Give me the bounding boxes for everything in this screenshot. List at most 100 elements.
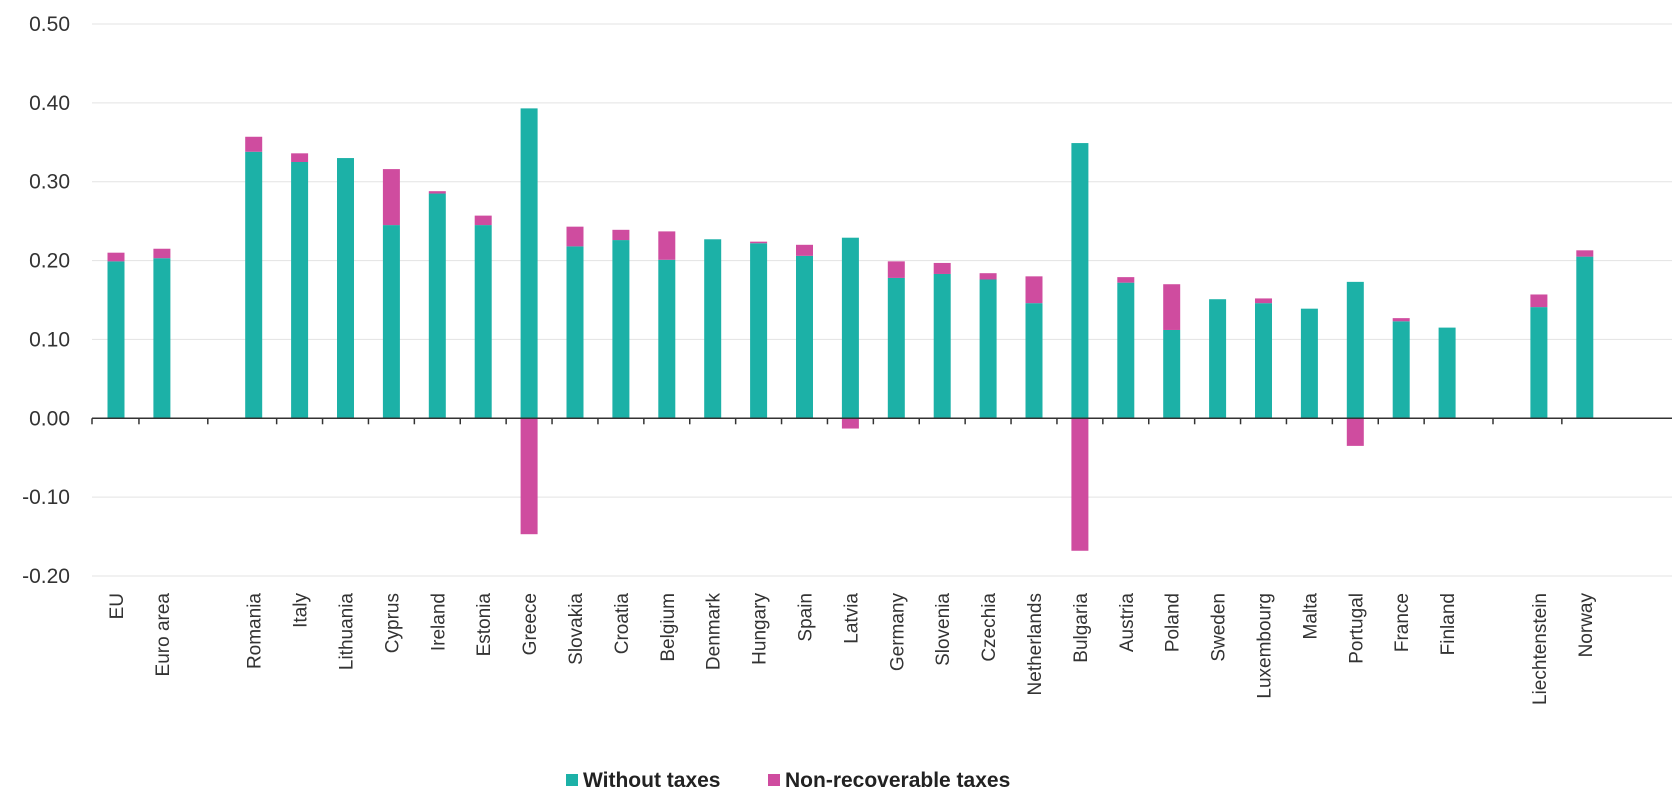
category-label-bulgaria: Bulgaria	[1071, 593, 1092, 663]
bar-without-taxes-luxembourg	[1255, 303, 1272, 419]
category-label-lithuania: Lithuania	[337, 593, 358, 671]
category-label-portugal: Portugal	[1346, 593, 1367, 664]
bar-without-taxes-slovenia	[933, 273, 951, 419]
y-tick-label: -0.10	[22, 486, 70, 509]
bar-non-recoverable-taxes-italy	[291, 153, 309, 162]
bar-non-recoverable-taxes-bulgaria	[1071, 418, 1089, 551]
bar-without-taxes-czechia	[979, 279, 997, 419]
bar-non-recoverable-taxes-belgium	[658, 231, 676, 260]
bar-without-taxes-austria	[1117, 282, 1135, 419]
category-label-norway: Norway	[1576, 593, 1597, 658]
bar-without-taxes-poland	[1163, 329, 1181, 419]
bar-without-taxes-greece	[520, 108, 538, 419]
bar-without-taxes-eu	[107, 261, 125, 419]
bar-non-recoverable-taxes-euro-area	[153, 248, 171, 259]
category-label-hungary: Hungary	[750, 593, 771, 665]
category-label-slovenia: Slovenia	[933, 593, 954, 666]
category-label-sweden: Sweden	[1209, 593, 1230, 662]
y-axis-tick-labels: 0.50 0.40 0.30 0.20 0.10 0.00 -0.10 -0.20	[22, 13, 70, 588]
legend-swatch-non-recoverable-taxes	[768, 774, 780, 786]
bar-non-recoverable-taxes-croatia	[612, 229, 630, 241]
bar-without-taxes-bulgaria	[1071, 143, 1089, 419]
bar-without-taxes-croatia	[612, 240, 630, 419]
bar-non-recoverable-taxes-portugal	[1346, 418, 1364, 446]
category-label-romania: Romania	[245, 593, 266, 669]
bar-non-recoverable-taxes-latvia	[841, 418, 859, 429]
bar-non-recoverable-taxes-czechia	[979, 273, 997, 280]
category-label-croatia: Croatia	[612, 593, 633, 655]
bar-non-recoverable-taxes-slovenia	[933, 262, 951, 274]
bar-without-taxes-italy	[291, 162, 309, 419]
category-label-greece: Greece	[520, 593, 541, 655]
bar-without-taxes-romania	[245, 151, 263, 419]
category-label-germany: Germany	[887, 593, 908, 672]
category-label-finland: Finland	[1438, 593, 1459, 655]
bar-non-recoverable-taxes-greece	[520, 418, 538, 535]
legend-swatch-without-taxes	[566, 774, 578, 786]
category-label-belgium: Belgium	[658, 593, 679, 662]
category-label-luxembourg: Luxembourg	[1255, 593, 1276, 699]
bar-without-taxes-germany	[887, 277, 905, 419]
bar-non-recoverable-taxes-cyprus	[382, 169, 400, 226]
bar-non-recoverable-taxes-estonia	[474, 215, 492, 226]
gridlines	[92, 23, 1672, 577]
y-tick-label: 0.50	[29, 13, 70, 36]
bar-non-recoverable-taxes-netherlands	[1025, 276, 1043, 304]
bar-without-taxes-france	[1392, 321, 1410, 419]
category-label-ireland: Ireland	[428, 593, 449, 651]
category-label-netherlands: Netherlands	[1025, 593, 1046, 695]
bar-without-taxes-finland	[1438, 327, 1456, 419]
bar-without-taxes-norway	[1576, 256, 1594, 419]
legend-label-non-recoverable-taxes: Non-recoverable taxes	[785, 769, 1010, 792]
bar-non-recoverable-taxes-slovakia	[566, 226, 584, 247]
bar-without-taxes-estonia	[474, 225, 492, 419]
bar-non-recoverable-taxes-norway	[1576, 250, 1594, 257]
bar-without-taxes-netherlands	[1025, 303, 1043, 419]
bar-without-taxes-slovakia	[566, 246, 584, 419]
bar-non-recoverable-taxes-liechtenstein	[1530, 294, 1548, 308]
bar-non-recoverable-taxes-poland	[1163, 284, 1181, 330]
bar-non-recoverable-taxes-luxembourg	[1255, 298, 1272, 304]
bar-without-taxes-denmark	[704, 239, 722, 419]
y-tick-label: 0.10	[29, 328, 70, 351]
bar-without-taxes-malta	[1300, 308, 1318, 419]
category-label-liechtenstein: Liechtenstein	[1530, 593, 1551, 705]
category-label-estonia: Estonia	[474, 593, 495, 657]
category-label-eu: EU	[107, 593, 128, 619]
bar-non-recoverable-taxes-spain	[796, 244, 813, 256]
bar-without-taxes-liechtenstein	[1530, 307, 1548, 419]
bar-without-taxes-cyprus	[382, 225, 400, 419]
bar-without-taxes-belgium	[658, 259, 676, 419]
bar-without-taxes-latvia	[841, 237, 859, 419]
category-label-latvia: Latvia	[841, 593, 862, 644]
y-tick-label: -0.20	[22, 565, 70, 588]
bar-non-recoverable-taxes-romania	[245, 136, 263, 152]
bar-non-recoverable-taxes-eu	[107, 252, 125, 262]
bar-without-taxes-ireland	[428, 193, 446, 419]
category-label-euro-area: Euro area	[153, 593, 174, 677]
category-label-poland: Poland	[1163, 593, 1184, 652]
bar-non-recoverable-taxes-hungary	[750, 241, 768, 244]
legend-label-without-taxes: Without taxes	[583, 769, 720, 792]
bar-without-taxes-portugal	[1346, 281, 1364, 419]
x-axis	[91, 417, 1672, 425]
bar-non-recoverable-taxes-germany	[887, 261, 905, 278]
category-label-spain: Spain	[796, 593, 817, 642]
y-tick-label: 0.30	[29, 171, 70, 194]
y-tick-label: 0.00	[29, 407, 70, 430]
bar-without-taxes-lithuania	[337, 158, 354, 419]
bar-non-recoverable-taxes-france	[1392, 318, 1410, 322]
bar-without-taxes-sweden	[1209, 299, 1227, 419]
category-label-czechia: Czechia	[979, 593, 1000, 662]
category-label-cyprus: Cyprus	[382, 593, 403, 653]
category-label-slovakia: Slovakia	[566, 593, 587, 665]
category-label-malta: Malta	[1300, 593, 1321, 640]
category-label-austria: Austria	[1117, 593, 1138, 653]
x-axis-category-labels: EU Euro area Romania Italy Lithuania Cyprus Ir…	[107, 593, 1597, 705]
bar-without-taxes-hungary	[750, 243, 768, 419]
category-label-italy: Italy	[291, 593, 312, 628]
bar-without-taxes-spain	[796, 255, 813, 419]
y-tick-label: 0.20	[29, 250, 70, 273]
